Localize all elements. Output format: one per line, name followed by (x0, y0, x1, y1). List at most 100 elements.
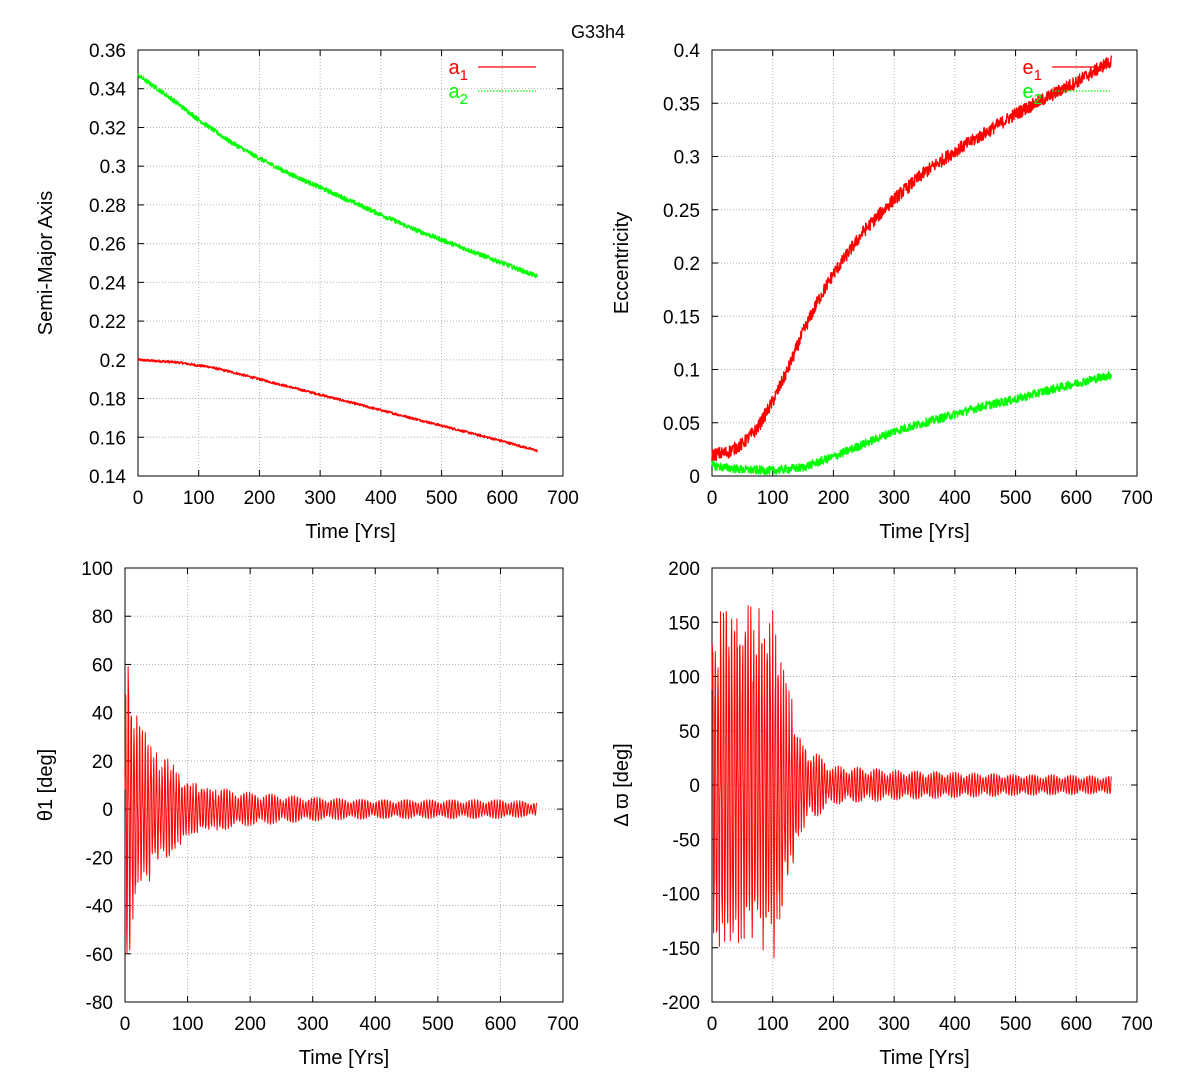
y-tick-label: 0.28 (89, 196, 126, 217)
x-tick-label: 400 (939, 1014, 971, 1035)
y-tick-label: 0.24 (89, 273, 126, 294)
x-tick-label: 100 (757, 1014, 789, 1035)
panel-theta1: 0 100 200 300 400 500 600 700 -80 -60 -40 -20 0 20 40 6… (35, 559, 579, 1069)
x-axis-label: Time [Yrs] (879, 521, 969, 543)
x-tick-label: 0 (707, 488, 718, 509)
x-tick-label: 600 (486, 488, 518, 509)
x-tick-label: 100 (172, 1014, 204, 1035)
figure-suptitle: G33h4 (571, 22, 625, 42)
x-tick-label: 100 (757, 488, 789, 509)
y-tick-label: -40 (86, 897, 113, 918)
series-line-e1 (711, 55, 1112, 461)
x-tick-label: 300 (297, 1014, 329, 1035)
plot-frame (137, 49, 564, 477)
x-tick-label: 400 (365, 488, 397, 509)
y-tick-label: 0.25 (663, 201, 700, 222)
x-tick-label: 600 (485, 1014, 517, 1035)
y-tick-label: -20 (86, 848, 113, 869)
x-tick-label: 400 (939, 488, 971, 509)
y-axis-label: θ1 [deg] (35, 749, 57, 821)
series-line-a1 (137, 358, 538, 453)
y-tick-label: 200 (668, 559, 700, 580)
y-tick-label: 0.05 (663, 414, 700, 435)
y-tick-label: 100 (81, 559, 113, 580)
x-tick-label: 0 (133, 488, 144, 509)
y-tick-label: 0.26 (89, 235, 126, 256)
y-tick-label: 0 (689, 467, 700, 488)
y-axis-label: Eccentricity (611, 212, 633, 314)
y-tick-label: 150 (668, 613, 700, 634)
legend-label-a1: a1 (449, 57, 468, 84)
y-tick-label: 40 (92, 704, 113, 725)
y-tick-label: 50 (679, 722, 700, 743)
y-axis-label: Semi-Major Axis (35, 191, 57, 335)
y-tick-label: 100 (668, 668, 700, 689)
y-tick-label: 0.35 (663, 94, 700, 115)
x-axis-label: Time [Yrs] (879, 1047, 969, 1069)
x-tick-label: 200 (818, 488, 850, 509)
y-tick-label: 0.3 (100, 157, 126, 178)
y-tick-label: 80 (92, 607, 113, 628)
x-tick-label: 700 (547, 488, 579, 509)
panel-eccentricity: 0 100 200 300 400 500 600 700 0 0.05 0.1 0.15 0.2 0.2… (611, 41, 1153, 543)
y-tick-label: 20 (92, 752, 113, 773)
y-tick-label: 60 (92, 655, 113, 676)
x-tick-label: 100 (183, 488, 215, 509)
x-tick-label: 300 (878, 488, 910, 509)
plot-frame (711, 567, 1138, 1003)
y-axis-label: Δ ϖ [deg] (611, 743, 633, 826)
x-tick-label: 200 (818, 1014, 850, 1035)
series-line-panel2 (124, 666, 538, 955)
x-tick-label: 500 (422, 1014, 454, 1035)
legend-label-e1: e1 (1023, 57, 1042, 84)
y-tick-label: 0 (102, 800, 113, 821)
y-tick-label: -150 (662, 939, 700, 960)
plot-frame (711, 49, 1138, 477)
x-axis-label: Time [Yrs] (299, 1047, 389, 1069)
y-tick-label: -200 (662, 993, 700, 1014)
legend-label-a2: a2 (449, 81, 468, 108)
y-tick-label: 0.16 (89, 428, 126, 449)
x-tick-label: 300 (878, 1014, 910, 1035)
series-line-e2 (711, 370, 1112, 476)
plot-frame (124, 567, 564, 1003)
y-tick-label: 0.36 (89, 41, 126, 62)
x-tick-label: 200 (244, 488, 276, 509)
y-tick-label: -80 (86, 993, 113, 1014)
x-tick-label: 300 (304, 488, 336, 509)
y-tick-label: 0.18 (89, 390, 126, 411)
x-tick-label: 600 (1060, 1014, 1092, 1035)
y-tick-label: -50 (673, 830, 700, 851)
y-tick-label: 0.22 (89, 312, 126, 333)
y-tick-label: 0.32 (89, 118, 126, 139)
x-tick-label: 500 (426, 488, 458, 509)
x-tick-label: 0 (707, 1014, 718, 1035)
y-tick-label: 0 (689, 776, 700, 797)
y-tick-label: 0.14 (89, 467, 126, 488)
x-tick-label: 700 (1121, 488, 1153, 509)
y-tick-label: 0.2 (674, 254, 700, 275)
y-tick-label: 0.34 (89, 80, 126, 101)
series-line-a2 (137, 73, 538, 279)
x-tick-label: 600 (1060, 488, 1092, 509)
x-tick-label: 700 (547, 1014, 579, 1035)
y-tick-label: -100 (662, 885, 700, 906)
panel-semi-major-axis: 0 100 200 300 400 500 600 700 0.14 0.16 0.18 0.2 0.2… (35, 41, 579, 543)
x-tick-label: 400 (359, 1014, 391, 1035)
x-tick-label: 700 (1121, 1014, 1153, 1035)
y-tick-label: 0.15 (663, 307, 700, 328)
x-tick-label: 200 (234, 1014, 266, 1035)
x-axis-label: Time [Yrs] (305, 521, 395, 543)
y-tick-label: 0.2 (100, 351, 126, 372)
x-tick-label: 500 (1000, 1014, 1032, 1035)
y-tick-label: 0.1 (674, 361, 700, 382)
legend-label-e2: e2 (1023, 81, 1042, 108)
y-tick-label: 0.3 (674, 148, 700, 169)
y-tick-label: -60 (86, 945, 113, 966)
series-line-panel3 (711, 605, 1112, 959)
panel-delta-varpi: 0 100 200 300 400 500 600 700 -200 -150 -100 -50 0 50… (611, 559, 1153, 1069)
x-tick-label: 0 (120, 1014, 131, 1035)
y-tick-label: 0.4 (674, 41, 701, 62)
x-tick-label: 500 (1000, 488, 1032, 509)
